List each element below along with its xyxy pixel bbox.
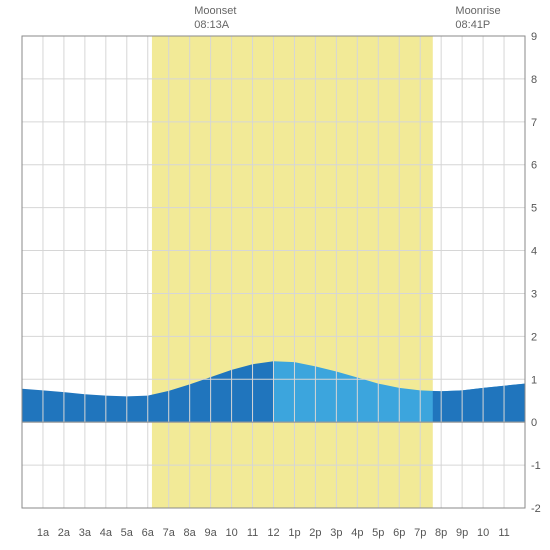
x-tick-label: 5p [372, 527, 384, 539]
moonrise-time: 08:41P [455, 19, 490, 31]
tide-chart-svg: -2-101234567891a2a3a4a5a6a7a8a9a1011121p… [0, 0, 550, 550]
x-tick-label: 3a [79, 527, 92, 539]
x-tick-label: 10 [477, 527, 489, 539]
x-tick-label: 2a [58, 527, 71, 539]
x-tick-label: 10 [225, 527, 237, 539]
y-tick-label: 7 [531, 117, 537, 129]
moonrise-title: Moonrise [455, 5, 500, 17]
y-tick-label: 1 [531, 374, 537, 386]
y-tick-label: 4 [531, 246, 537, 258]
y-tick-label: 2 [531, 331, 537, 343]
x-tick-label: 8p [435, 527, 447, 539]
y-tick-label: 0 [531, 417, 537, 429]
y-tick-label: 3 [531, 288, 537, 300]
y-tick-label: -2 [531, 503, 541, 515]
x-tick-label: 9p [456, 527, 468, 539]
x-tick-label: 7p [414, 527, 426, 539]
x-tick-label: 1a [37, 527, 50, 539]
x-tick-label: 3p [330, 527, 342, 539]
x-tick-label: 11 [498, 527, 509, 539]
x-tick-label: 4a [100, 527, 113, 539]
x-tick-label: 8a [184, 527, 197, 539]
x-tick-label: 11 [247, 527, 258, 539]
y-tick-label: -1 [531, 460, 541, 472]
y-tick-label: 9 [531, 31, 537, 43]
y-tick-label: 8 [531, 74, 537, 86]
x-tick-label: 9a [205, 527, 218, 539]
moonset-time: 08:13A [194, 19, 230, 31]
moonset-title: Moonset [194, 5, 236, 17]
x-tick-label: 7a [163, 527, 176, 539]
y-tick-label: 6 [531, 160, 537, 172]
tide-chart: -2-101234567891a2a3a4a5a6a7a8a9a1011121p… [0, 0, 550, 550]
x-tick-label: 5a [121, 527, 134, 539]
x-tick-label: 4p [351, 527, 363, 539]
x-tick-label: 6p [393, 527, 405, 539]
daylight-band [152, 36, 433, 508]
x-tick-label: 1p [288, 527, 300, 539]
y-tick-label: 5 [531, 203, 537, 215]
x-tick-label: 2p [309, 527, 321, 539]
x-tick-label: 6a [142, 527, 155, 539]
x-tick-label: 12 [267, 527, 279, 539]
